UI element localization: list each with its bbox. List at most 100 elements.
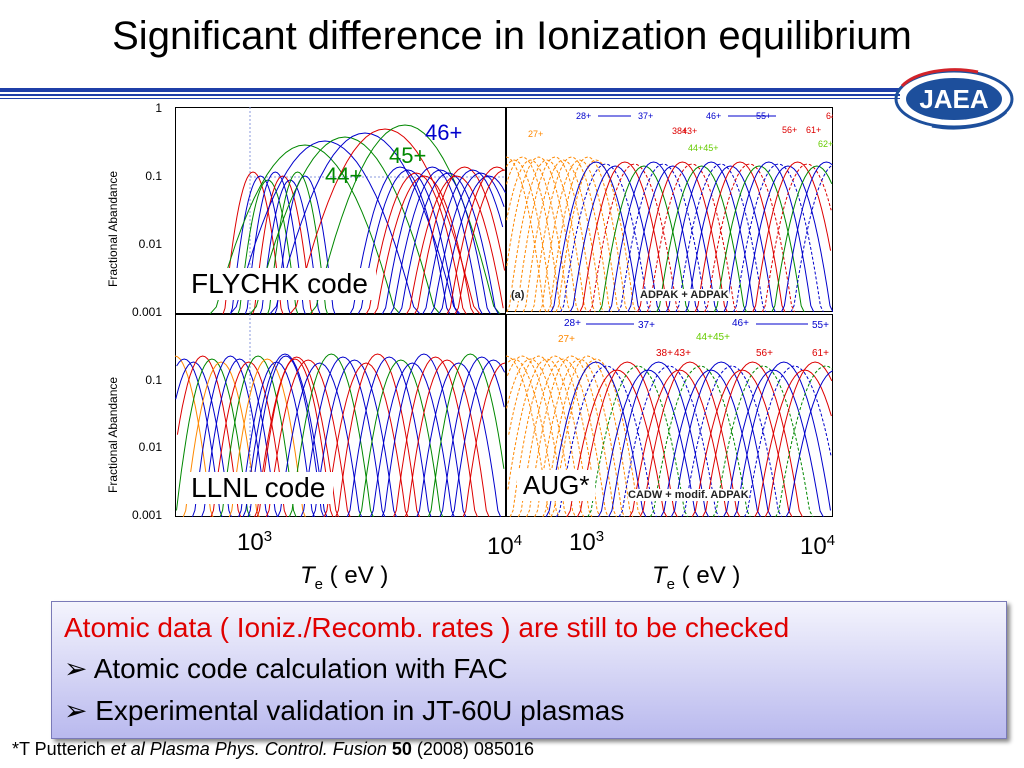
abundance-curve [414, 166, 506, 314]
abundance-curve [446, 166, 504, 314]
abundance-curve [462, 362, 506, 517]
citation-footnote: *T Putterich et al Plasma Phys. Control.… [12, 739, 534, 759]
abundance-curve [713, 165, 805, 312]
abundance-curve [389, 169, 491, 314]
ion-label-44: 44+ [325, 163, 363, 188]
abundance-curve [608, 361, 710, 517]
aug-panel-b: 27+ 28+ 37+ 38+ 43+ 44+45+ 46+ 55+ 56+ 61+ [506, 314, 833, 517]
abundance-curve [752, 161, 832, 312]
abundance-curve [542, 355, 634, 517]
abundance-curve [531, 156, 612, 312]
abundance-curve [229, 140, 421, 314]
abundance-curve [539, 159, 621, 312]
abundance-curve [579, 161, 671, 312]
abundance-curve [312, 359, 397, 517]
xtick-left-1e4: 104 [487, 532, 523, 560]
ion-label-46: 46+ [425, 120, 463, 145]
abundance-curve [277, 362, 363, 517]
abundance-curve [210, 361, 288, 517]
abundance-curve [785, 370, 833, 517]
inset-b-method: CADW + modif. ADPAK [628, 489, 749, 501]
abundance-curve [560, 163, 652, 312]
x-axis-label-left: Te ( eV ) [300, 562, 389, 593]
ion-stage-label: 28+ [576, 111, 591, 121]
ion-stage-label: 62+ 63+ [818, 139, 833, 149]
abundance-curve [335, 353, 421, 517]
abundance-curve [176, 358, 251, 517]
abundance-curve [733, 361, 831, 517]
x-axis-label-right: Te ( eV ) [652, 562, 741, 593]
abundance-curve [639, 361, 741, 517]
bullet-icon: ➢ [64, 695, 88, 726]
abundance-curve [627, 165, 719, 312]
abundance-curve [182, 361, 260, 517]
abundance-curve [665, 161, 757, 312]
abundance-curve [381, 353, 467, 517]
ion-stage-label: 55+ [812, 320, 829, 331]
abundance-curve [608, 161, 700, 312]
abundance-curve [439, 356, 505, 517]
abundance-curve [545, 361, 647, 517]
ytick-0-001-top: 0.001 [131, 305, 162, 319]
logo-text: JAEA [919, 84, 989, 114]
inset-a-method: ADPAK + ADPAK [640, 289, 729, 301]
abundance-curve [649, 365, 751, 517]
xtick-right-1e4: 104 [800, 532, 836, 560]
abundance-curve [764, 361, 833, 517]
aug-plot-a: 27+28+37+38+43+44+45+46+55+56+61+62+ 63+… [506, 107, 833, 312]
abundance-curve [517, 358, 609, 517]
abundance-curve [358, 359, 444, 517]
ytick-0-1-bottom: 0.1 [145, 373, 162, 387]
abundance-curve [242, 353, 328, 517]
ytick-0-001-bottom: 0.001 [131, 508, 162, 522]
ion-stage-label: 43+ [674, 348, 691, 359]
abundance-curve [309, 124, 501, 314]
abundance-curve [269, 132, 461, 314]
abundance-curve [742, 165, 833, 312]
abundance-curve [646, 163, 738, 312]
abundance-curve [398, 172, 499, 314]
abundance-curve [780, 161, 833, 312]
abundance-curve [265, 359, 351, 517]
aug-label: AUG* [517, 470, 596, 501]
abundance-curve [588, 163, 680, 312]
abundance-curve [427, 353, 505, 517]
ion-stage-label: 27+ [528, 129, 543, 139]
abundance-curve [555, 159, 637, 312]
xtick-left-1e3: 103 [237, 528, 273, 556]
abundance-curve [201, 358, 279, 517]
y-axis-label-top: Fractional Abandance [106, 170, 120, 287]
ion-stage-label: 37+ [638, 111, 653, 121]
abundance-curve [514, 156, 596, 312]
abundance-curve [534, 358, 626, 517]
box-line-3: ➢ Experimental validation in JT-60U plas… [64, 695, 625, 726]
ion-stage-label: 38+ [672, 126, 687, 136]
abundance-curve [191, 355, 269, 517]
abundance-curve [506, 159, 571, 312]
abundance-curve [222, 171, 284, 314]
aug-plot-b: 27+ 28+ 37+ 38+ 43+ 44+45+46+ 55+ 56+ 61+ [506, 314, 833, 517]
jaea-logo: JAEA [888, 66, 1020, 137]
abundance-curve [416, 362, 502, 517]
abundance-curve [712, 365, 814, 517]
y-axis-label-bottom: Fractional Abandance [106, 376, 120, 493]
abundance-curve [454, 169, 506, 314]
ytick-0-01-top: 0.01 [138, 237, 162, 251]
abundance-curve [176, 358, 223, 517]
abundance-curve [256, 358, 334, 517]
xtick-right-1e3: 103 [569, 528, 605, 556]
abundance-curve [422, 169, 504, 314]
abundance-curve [373, 175, 475, 314]
abundance-curve [702, 361, 803, 517]
abundance-curve [598, 165, 690, 312]
abundance-curve [675, 163, 767, 312]
box-line-2: ➢ Atomic code calculation with FAC [64, 653, 508, 684]
abundance-curve [636, 161, 728, 312]
abundance-curve [506, 156, 563, 312]
abundance-curve [576, 361, 678, 517]
abundance-curve [506, 156, 580, 312]
ion-stage-label: 37+ [638, 320, 655, 331]
ion-stage-label: 28+ [564, 318, 581, 329]
abundance-curve [267, 171, 329, 314]
abundance-curve [771, 165, 833, 312]
